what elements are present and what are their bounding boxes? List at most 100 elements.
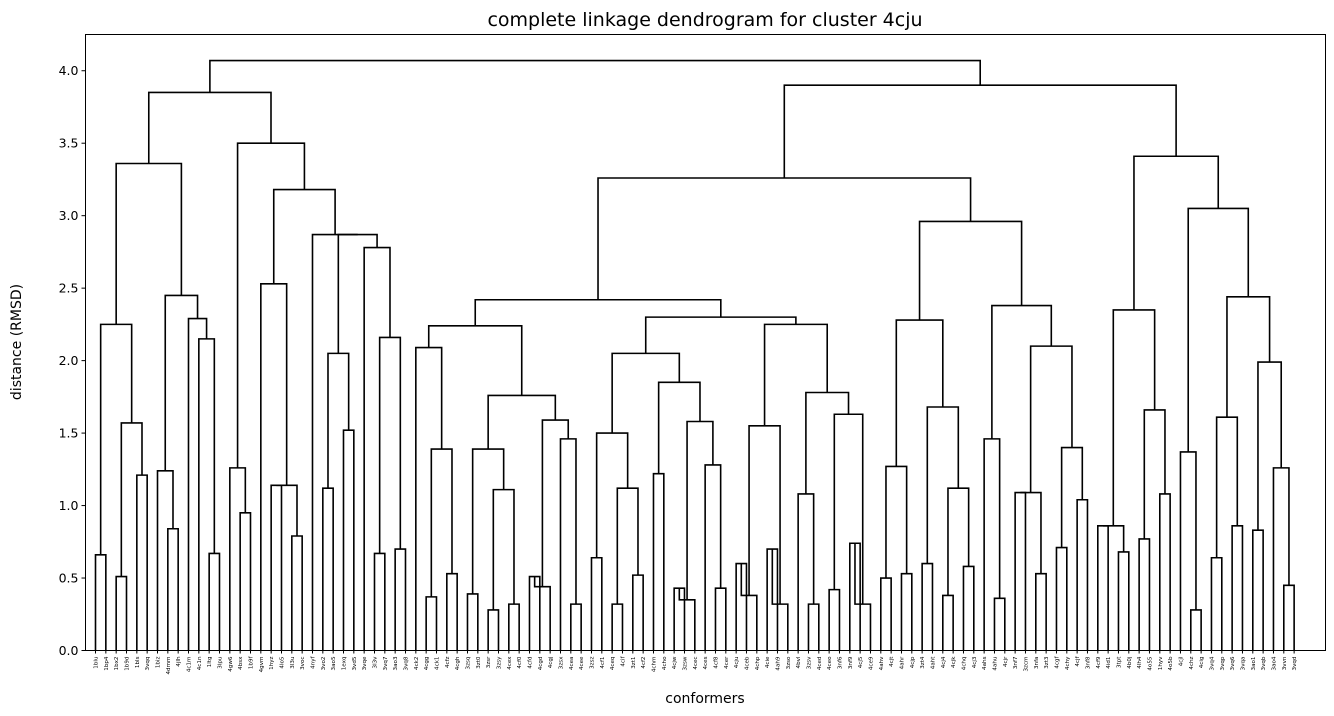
dendrogram-link	[942, 594, 954, 651]
dendrogram-link	[492, 488, 515, 610]
y-tick-label: 1.5	[59, 426, 79, 441]
leaf-label: 3zsy	[496, 656, 502, 669]
leaf-label: 3vqd	[1292, 656, 1298, 670]
dendrogram-link	[805, 391, 850, 494]
dendrogram-link	[430, 448, 453, 597]
leaf-label: 3zt4	[920, 656, 926, 669]
leaf-label: 4id1	[1106, 656, 1112, 669]
dendrogram-link	[962, 565, 975, 651]
leaf-label: 4ced	[817, 656, 823, 670]
leaf-label: 4gvm	[259, 657, 265, 673]
dendrogram-link	[1257, 361, 1283, 531]
leaf-label: 3l3v	[372, 656, 378, 669]
dendrogram-link	[1272, 467, 1290, 651]
dendrogram-link	[1138, 538, 1151, 651]
dendrogram-link	[735, 562, 748, 651]
leaf-label: 1hyz	[269, 656, 275, 669]
leaf-label: 4cea	[569, 657, 575, 671]
leaf-label: 4aht	[930, 656, 936, 670]
dendrogram-link	[686, 420, 714, 600]
leaf-label: 4chp	[755, 656, 761, 670]
dendrogram-link	[229, 467, 247, 651]
leaf-label: 4o5b	[1168, 656, 1174, 671]
dendrogram-link	[895, 319, 944, 467]
leaf-label: 4cf2	[641, 657, 647, 669]
leaf-label: 4ah9	[775, 656, 781, 671]
dendrogram-link	[1133, 155, 1220, 310]
dendrogram-link	[260, 282, 288, 651]
leaf-label: 4chy	[1065, 656, 1071, 670]
dendrogram-link	[1143, 409, 1166, 539]
dendrogram-link	[783, 84, 1177, 178]
leaf-label: 1bls	[135, 656, 141, 668]
leaf-label: 4cgh	[455, 656, 461, 670]
dendrogram-link	[771, 549, 789, 651]
leaf-label: 3vo2	[321, 657, 327, 671]
dendrogram-link	[611, 352, 681, 434]
dendrogram-link	[595, 432, 629, 558]
leaf-label: 1blu	[94, 656, 100, 669]
dendrogram-link	[342, 429, 355, 651]
dendrogram-link	[1190, 609, 1202, 651]
dendrogram-link	[1035, 572, 1047, 651]
y-tick-label: 3.5	[59, 136, 79, 151]
dendrogram-link	[1252, 529, 1264, 651]
leaf-label: 4ahs	[982, 656, 988, 670]
dendrogram-link	[1231, 525, 1244, 651]
dendrogram-link	[570, 603, 582, 651]
x-axis: 1blu 1bp4 1bx2 1b9d 1bls 3vqq 1biz 4dmm 4jlh 4c1m…	[94, 650, 1298, 675]
dendrogram-link	[597, 177, 972, 300]
leaf-label: 3tpt	[1116, 656, 1122, 668]
dendrogram-link	[415, 346, 443, 651]
dendrogram-link	[616, 487, 639, 605]
leaf-label: 3zsq	[465, 656, 471, 669]
dendrogram-link	[1187, 207, 1250, 452]
leaf-label: 3zsx	[558, 656, 564, 669]
leaf-label: 3vqe	[362, 656, 368, 670]
dendrogram-link	[678, 588, 696, 651]
leaf-label: 4ceb	[744, 656, 750, 670]
y-tick-label: 2.0	[59, 353, 79, 368]
dendrogram-link	[1076, 498, 1089, 651]
dendrogram-link	[99, 323, 133, 555]
leaf-label: 4cho	[662, 656, 668, 670]
leaf-label: 1b9d	[124, 656, 130, 671]
leaf-label: 4cfd	[527, 656, 533, 669]
leaf-label: 4bvl	[796, 656, 802, 668]
dendrogram-link	[854, 543, 872, 651]
leaf-label: 1bx2	[114, 657, 120, 671]
leaf-label: 4chq	[961, 656, 967, 670]
leaf-label: 4cex	[507, 656, 513, 670]
leaf-label: 3ao5	[331, 656, 337, 670]
leaf-label: 3nfa	[1034, 657, 1040, 670]
leaf-label: 3zsw	[682, 656, 688, 670]
leaf-label: 3l3u	[290, 656, 296, 669]
dendrogram-link	[991, 304, 1053, 439]
leaf-label: 4ck1	[434, 656, 440, 670]
dendrogram-link	[1097, 525, 1109, 651]
dendrogram-link	[327, 352, 350, 489]
dendrogram-link	[644, 316, 797, 354]
leaf-label: 4lh4	[1137, 656, 1143, 669]
dendrogram-link	[807, 603, 820, 651]
dendrogram-link	[1055, 546, 1068, 651]
dendrogram-link	[94, 554, 107, 651]
leaf-label: 3vvn	[1282, 656, 1288, 670]
dendrogram-link	[885, 465, 908, 579]
leaf-label: 4cf0	[517, 656, 523, 669]
dendrogram-link	[797, 493, 815, 651]
dendrogram-link	[1060, 446, 1084, 548]
dendrogram-link	[1117, 551, 1130, 651]
dendrogram-link	[311, 233, 358, 651]
dendrogram-link	[673, 587, 686, 651]
dendrogram-link	[657, 381, 701, 474]
y-tick-label: 0.5	[59, 571, 79, 586]
leaf-label: 4o55	[1147, 656, 1153, 671]
leaf-label: 4cer	[724, 656, 730, 669]
y-tick-label: 3.0	[59, 208, 79, 223]
leaf-label: 4cie	[765, 656, 771, 668]
dendrogram-link	[947, 487, 970, 596]
leaf-label: 4cf1	[600, 656, 606, 669]
leaf-label: 3vq6	[1230, 656, 1236, 670]
dendrogram-link	[394, 548, 407, 651]
